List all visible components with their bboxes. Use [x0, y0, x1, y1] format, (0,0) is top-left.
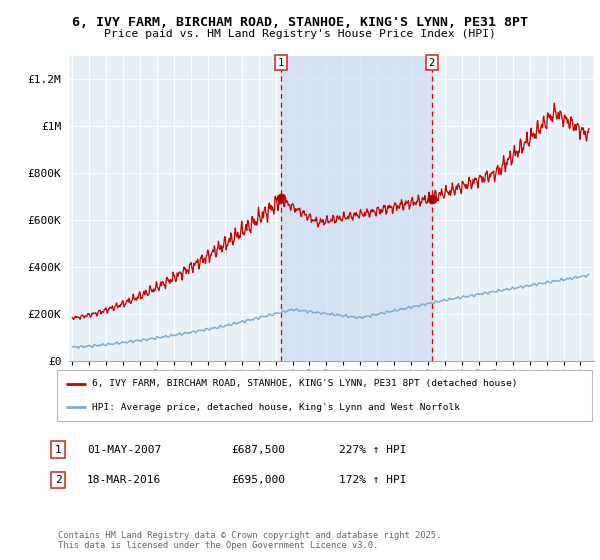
Text: 172% ↑ HPI: 172% ↑ HPI — [339, 475, 407, 485]
Text: 1: 1 — [55, 445, 62, 455]
Text: 6, IVY FARM, BIRCHAM ROAD, STANHOE, KING'S LYNN, PE31 8PT (detached house): 6, IVY FARM, BIRCHAM ROAD, STANHOE, KING… — [92, 379, 517, 388]
Text: 6, IVY FARM, BIRCHAM ROAD, STANHOE, KING'S LYNN, PE31 8PT: 6, IVY FARM, BIRCHAM ROAD, STANHOE, KING… — [72, 16, 528, 29]
Text: 18-MAR-2016: 18-MAR-2016 — [87, 475, 161, 485]
Text: Contains HM Land Registry data © Crown copyright and database right 2025.
This d: Contains HM Land Registry data © Crown c… — [58, 531, 442, 550]
Bar — [281, 56, 432, 361]
Text: 2: 2 — [428, 58, 435, 68]
Text: 227% ↑ HPI: 227% ↑ HPI — [339, 445, 407, 455]
Text: Price paid vs. HM Land Registry's House Price Index (HPI): Price paid vs. HM Land Registry's House … — [104, 29, 496, 39]
Text: 01-MAY-2007: 01-MAY-2007 — [87, 445, 161, 455]
Text: 2: 2 — [55, 475, 62, 485]
Text: £695,000: £695,000 — [231, 475, 285, 485]
Text: 1: 1 — [278, 58, 284, 68]
Text: £687,500: £687,500 — [231, 445, 285, 455]
Text: HPI: Average price, detached house, King's Lynn and West Norfolk: HPI: Average price, detached house, King… — [92, 403, 460, 412]
